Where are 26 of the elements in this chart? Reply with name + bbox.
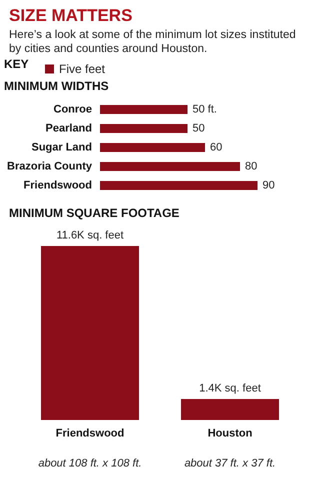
data-label: 11.6K sq. feet [56,230,124,242]
bar [100,105,188,114]
data-label: 90 [262,180,275,192]
text: about 108 ft. x 108 ft. [38,458,142,470]
data-label: 60 [210,142,222,154]
bar [100,124,188,133]
data-label: 50 [192,122,205,134]
legend-label: Five feet [59,62,106,76]
y-tick-label: Brazoria County [7,160,93,172]
bar [100,181,258,190]
y-tick-label: Pearland [46,122,92,134]
data-label: 50 ft. [192,104,217,116]
chart-title: MINIMUM SQUARE FOOTAGE [9,206,180,220]
chart-subtitle: Here’s a look at some of the minimum lot sizes instituted by cities and counties around Houston. [9,29,299,55]
data-label: 1.4K sq. feet [199,382,261,394]
bar [100,143,205,152]
data-label: 80 [245,160,258,172]
x-tick-label: Houston [208,428,253,440]
y-tick-label: Sugar Land [31,142,92,154]
chart-title: SIZE MATTERS [9,6,132,25]
y-tick-label: Friendswood [24,180,92,192]
y-tick-label: Conroe [54,104,92,116]
bar [100,162,240,171]
text: about 37 ft. x 37 ft. [184,458,276,470]
text: MINIMUM WIDTHS [4,79,109,93]
legend-title: KEY [4,57,29,71]
